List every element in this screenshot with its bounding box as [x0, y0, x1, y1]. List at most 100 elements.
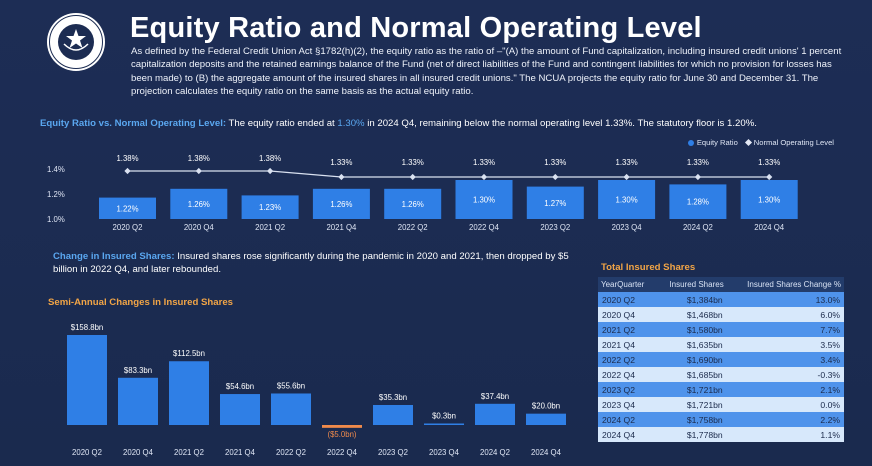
shares-x-tick: 2022 Q2 [276, 448, 306, 457]
equity-x-tick: 2024 Q2 [683, 223, 713, 232]
equity-x-tick: 2023 Q2 [540, 223, 570, 232]
ncua-seal-logo [47, 13, 105, 71]
normal-operating-label: 1.38% [116, 154, 138, 163]
shares-x-tick: 2024 Q4 [531, 448, 562, 457]
equity-bar-label: 1.26% [330, 200, 352, 209]
equity-summary-label: Equity Ratio vs. Normal Operating Level: [40, 118, 227, 129]
table-cell: 2024 Q4 [598, 427, 656, 442]
equity-bar-label: 1.30% [758, 196, 780, 205]
normal-operating-point [124, 167, 131, 175]
shares-bar [475, 403, 515, 425]
table-cell: 2024 Q2 [598, 412, 656, 427]
shares-bar-negative [322, 425, 362, 428]
shares-x-tick: 2023 Q4 [429, 448, 460, 457]
shares-x-tick: 2021 Q4 [225, 448, 256, 457]
shares-bar-label: $112.5bn [173, 349, 205, 358]
equity-bar-label: 1.28% [687, 198, 709, 207]
table-cell: 2.1% [726, 382, 844, 397]
table-row: 2024 Q2 $1,758bn 2.2% [598, 412, 844, 427]
shares-bar-label: $158.8bn [71, 323, 104, 332]
equity-bar [669, 184, 727, 219]
table-cell: $1,468bn [655, 307, 727, 322]
legend-equity-swatch [687, 139, 694, 146]
table-cell: 2022 Q2 [598, 352, 656, 367]
shares-summary-text: Insured shares rose significantly during… [53, 251, 569, 276]
equity-bar-label: 1.27% [544, 199, 566, 208]
table-cell: $1,758bn [655, 412, 727, 427]
table-cell: 13.0% [726, 292, 844, 307]
table-cell: 3.5% [726, 337, 844, 352]
table-cell: $1,721bn [655, 397, 727, 412]
shares-bar [220, 394, 260, 425]
equity-summary: Equity Ratio vs. Normal Operating Level:… [40, 118, 840, 129]
table-cell: $1,384bn [655, 292, 727, 307]
table-row: 2024 Q4 $1,778bn 1.1% [598, 427, 844, 442]
equity-chart-legend: Equity Ratio Normal Operating Level [687, 138, 834, 147]
shares-bar-label: $35.3bn [379, 393, 407, 402]
shares-bar-label: ($5.0bn) [327, 430, 356, 439]
table-row: 2021 Q4 $1,635bn 3.5% [598, 337, 844, 352]
equity-x-tick: 2021 Q2 [255, 223, 285, 232]
table-cell: 2021 Q4 [598, 337, 656, 352]
equity-x-tick: 2020 Q4 [184, 223, 215, 232]
equity-y-tick: 1.2% [47, 190, 65, 199]
shares-bar [67, 335, 107, 425]
legend-equity-label: Equity Ratio [696, 138, 738, 147]
table-cell: $1,778bn [655, 427, 727, 442]
normal-operating-point [195, 167, 202, 175]
equity-summary-highlight: 1.30% [337, 118, 365, 129]
normal-operating-label: 1.33% [473, 158, 495, 167]
table-cell: $1,685bn [655, 367, 727, 382]
table-cell: 0.0% [726, 397, 844, 412]
table-row: 2022 Q4 $1,685bn -0.3% [598, 367, 844, 382]
equity-x-tick: 2022 Q4 [469, 223, 500, 232]
table-title: Total Insured Shares [601, 262, 696, 273]
shares-bar [118, 377, 158, 425]
equity-bar [455, 180, 513, 219]
shares-summary: Change in Insured Shares: Insured shares… [53, 250, 593, 277]
table-cell: 2.2% [726, 412, 844, 427]
shares-bar-label: $20.0bn [532, 402, 560, 411]
normal-operating-label: 1.33% [544, 158, 566, 167]
legend-equity-ratio: Equity Ratio [687, 138, 738, 147]
shares-bar [526, 413, 566, 425]
table-cell: 2020 Q4 [598, 307, 656, 322]
equity-bar [170, 188, 228, 219]
table-row: 2021 Q2 $1,580bn 7.7% [598, 322, 844, 337]
shares-summary-label: Change in Insured Shares: [53, 251, 175, 262]
normal-operating-label: 1.33% [758, 158, 780, 167]
equity-x-tick: 2024 Q4 [754, 223, 785, 232]
equity-x-tick: 2022 Q2 [398, 223, 428, 232]
equity-bar [598, 180, 656, 219]
table-cell: 2020 Q2 [598, 292, 656, 307]
table-cell: 3.4% [726, 352, 844, 367]
equity-summary-text-b: in 2024 Q4, remaining below the normal o… [364, 118, 757, 129]
normal-operating-label: 1.38% [188, 154, 210, 163]
table-row: 2023 Q4 $1,721bn 0.0% [598, 397, 844, 412]
equity-x-tick: 2023 Q4 [612, 223, 643, 232]
shares-x-tick: 2021 Q2 [174, 448, 204, 457]
table-cell: 2021 Q2 [598, 322, 656, 337]
table-body: 2020 Q2 $1,384bn 13.0% 2020 Q4 $1,468bn 6.0% 2… [598, 292, 844, 442]
table-cell: 6.0% [726, 307, 844, 322]
page-title: Equity Ratio and Normal Operating Level [130, 12, 702, 44]
equity-bar [312, 188, 370, 219]
shares-x-tick: 2020 Q4 [123, 448, 154, 457]
legend-normal-label: Normal Operating Level [753, 138, 834, 147]
legend-normal-operating: Normal Operating Level [744, 138, 834, 147]
intro-text: As defined by the Federal Credit Union A… [131, 46, 842, 97]
shares-bar-label: $55.6bn [277, 381, 305, 390]
table-cell: -0.3% [726, 367, 844, 382]
table-cell: 2023 Q4 [598, 397, 656, 412]
shares-bar [169, 361, 209, 425]
shares-chart-title: Semi-Annual Changes in Insured Shares [48, 297, 233, 308]
table-header-row: YearQuarter Insured Shares Insured Shares … [598, 277, 844, 292]
equity-bar-label: 1.30% [473, 196, 495, 205]
table-cell: 1.1% [726, 427, 844, 442]
shares-x-tick: 2020 Q2 [72, 448, 102, 457]
normal-operating-label: 1.33% [330, 158, 352, 167]
table-cell: $1,721bn [655, 382, 727, 397]
equity-summary-text-a: The equity ratio ended at [226, 118, 338, 129]
equity-bar-label: 1.30% [616, 196, 638, 205]
